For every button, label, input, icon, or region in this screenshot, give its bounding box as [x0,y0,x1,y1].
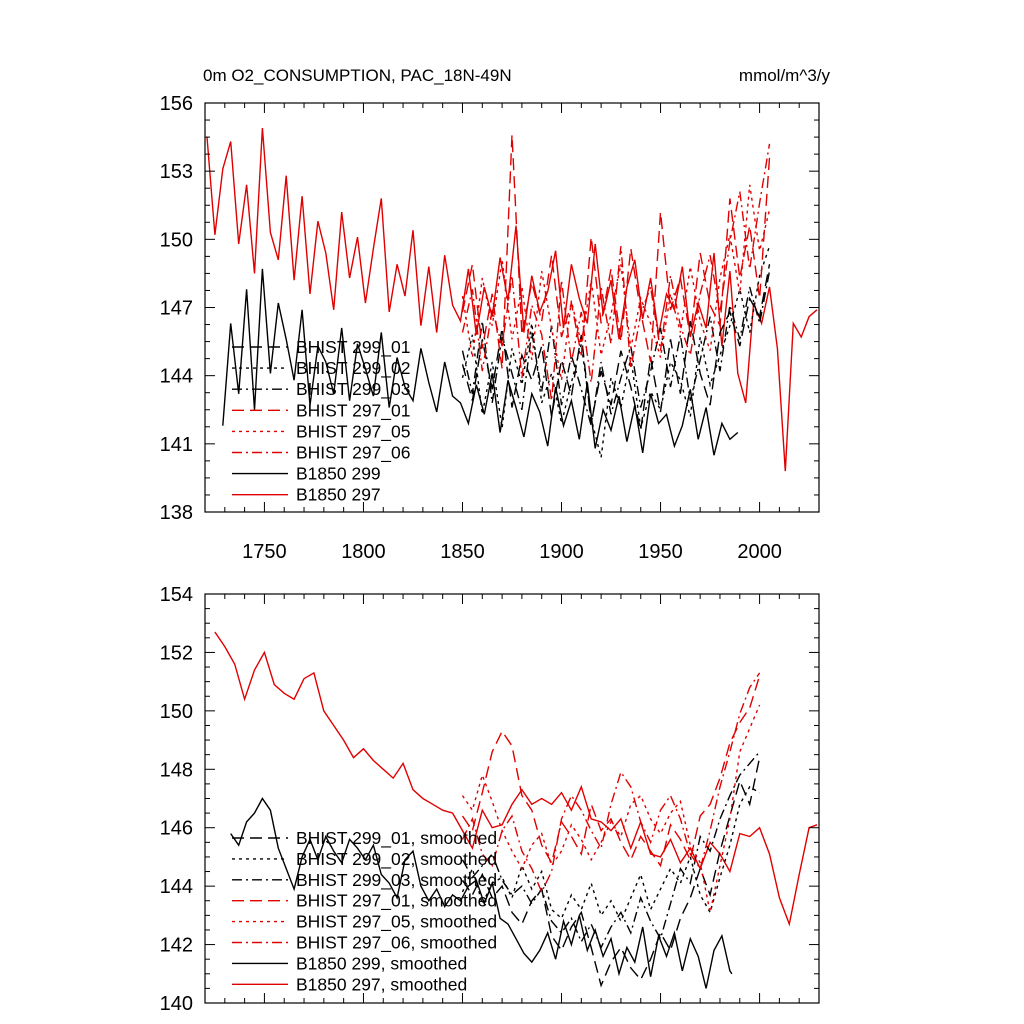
series-line-b1850-299 [222,268,739,456]
legend-label: BHIST 297_01, smoothed [296,891,497,912]
series-line-bhist-297-05-smoothed [461,704,761,913]
y-tick-label: 146 [160,818,193,840]
y-tick-label: 142 [160,935,193,957]
y-tick-label: 140 [160,993,193,1015]
series-line-bhist-299-03-smoothed [461,751,761,950]
y-tick-label: 150 [160,701,193,723]
y-tick-label: 154 [160,584,193,606]
series-line-bhist-297-01 [461,134,771,369]
legend-label: BHIST 299_02, smoothed [296,849,497,870]
series-line-bhist-299-01-smoothed [461,757,761,988]
legend-label: B1850 297 [296,485,381,505]
legend-label: BHIST 299_01, smoothed [296,828,497,849]
series-line-bhist-297-06 [461,143,771,401]
series-line-bhist-299-02-smoothed [461,785,760,923]
legend-label: BHIST 299_03 [296,379,410,400]
y-tick-label: 144 [160,366,193,388]
x-tick-label: 1750 [242,541,287,563]
chart-1: 138 141 144 147 150 153 156 1750 1800 1850 1900 195… [160,93,820,563]
y-tick-label: 156 [160,93,193,115]
series-line-bhist-299-03 [461,270,771,426]
chart-units: mmol/m^3/y [738,66,830,85]
legend-label: B1850 297, smoothed [296,974,467,994]
y-tick-label: 141 [160,434,193,456]
series-group [206,127,818,472]
legend-label: B1850 299 [296,464,381,484]
series-group [214,631,818,989]
legend-label: BHIST 299_02 [296,358,410,379]
legend-label: BHIST 297_06 [296,443,410,464]
series-line-b1850-297-smoothed [214,631,818,927]
x-tick-label: 1900 [539,541,584,563]
legend-label: BHIST 297_05 [296,421,410,442]
series-line-bhist-297-06-smoothed [461,672,761,894]
y-tick-label: 148 [160,759,193,781]
x-tick-label: 1800 [341,541,386,563]
series-line-b1850-297 [206,127,818,472]
series-line-b1850-299-smoothed [230,797,733,989]
x-tick-label: 1950 [638,541,683,563]
legend-label: BHIST 297_01 [296,400,410,421]
y-tick-label: 144 [160,876,193,898]
legend-label: BHIST 299_01 [296,337,410,358]
legend-label: BHIST 299_03, smoothed [296,870,497,891]
chart-title: 0m O2_CONSUMPTION, PAC_18N-49N [203,66,512,85]
series-line-bhist-297-01-smoothed [461,675,761,868]
legend-label: BHIST 297_06, smoothed [296,933,497,954]
y-tick-label: 147 [160,298,193,320]
y-tick-label: 153 [160,161,193,183]
y-tick-label: 152 [160,642,193,664]
legend-label: B1850 299, smoothed [296,953,467,973]
series-line-bhist-299-01 [461,264,771,431]
x-tick-label: 2000 [737,541,782,563]
legend-label: BHIST 297_05, smoothed [296,912,497,933]
y-tick-label: 150 [160,229,193,251]
x-tick-label: 1850 [440,541,485,563]
y-tick-label: 138 [160,502,193,524]
chart-2: 140 142 144 146 148 150 152 154 BHIST 299_01, sm… [160,584,820,1015]
